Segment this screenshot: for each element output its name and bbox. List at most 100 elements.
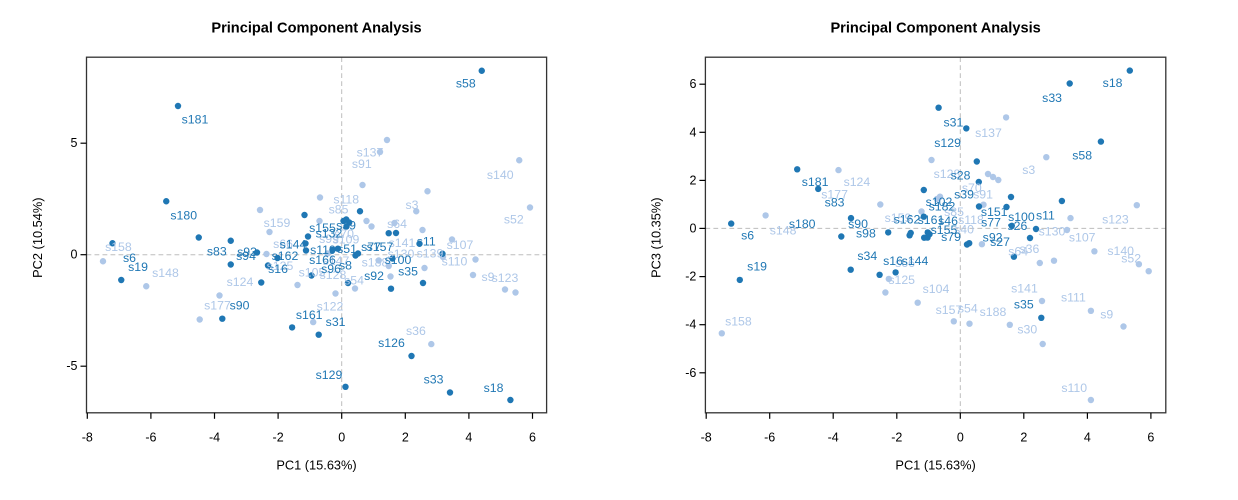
- svg-text:s147: s147: [323, 254, 350, 268]
- svg-text:s28: s28: [951, 169, 971, 183]
- svg-text:s6: s6: [741, 229, 754, 243]
- svg-text:s155: s155: [309, 221, 336, 235]
- svg-text:s157: s157: [367, 240, 394, 254]
- svg-text:s125: s125: [888, 273, 915, 287]
- svg-text:s58: s58: [1072, 149, 1092, 163]
- svg-text:s162: s162: [272, 249, 299, 263]
- svg-text:s111: s111: [1061, 291, 1086, 305]
- svg-text:s90: s90: [230, 299, 250, 313]
- svg-text:s130: s130: [1039, 225, 1066, 239]
- svg-text:-5: -5: [66, 359, 77, 373]
- svg-text:s35: s35: [398, 264, 418, 278]
- svg-text:-4: -4: [209, 430, 220, 444]
- svg-text:s139: s139: [417, 246, 444, 260]
- svg-text:PC3 (10.35%): PC3 (10.35%): [649, 198, 664, 278]
- svg-text:4: 4: [465, 430, 472, 444]
- svg-text:s27: s27: [990, 235, 1010, 249]
- svg-text:s132: s132: [316, 227, 343, 241]
- svg-text:s39: s39: [336, 219, 356, 233]
- svg-text:s144: s144: [902, 254, 929, 268]
- svg-text:s30: s30: [1017, 323, 1037, 337]
- svg-text:6: 6: [689, 77, 696, 91]
- svg-text:s94: s94: [236, 249, 256, 263]
- svg-text:s162: s162: [894, 213, 921, 227]
- svg-text:s35: s35: [1014, 298, 1034, 312]
- svg-text:s125: s125: [267, 259, 294, 273]
- svg-text:s91: s91: [973, 188, 993, 202]
- svg-text:s159: s159: [885, 211, 912, 225]
- svg-text:2: 2: [1020, 430, 1027, 444]
- svg-text:s128: s128: [934, 167, 961, 181]
- svg-text:4: 4: [689, 125, 696, 139]
- svg-text:s123: s123: [1102, 213, 1129, 227]
- svg-text:s98: s98: [856, 227, 876, 241]
- svg-text:s107: s107: [1069, 231, 1096, 245]
- svg-text:s141: s141: [389, 236, 416, 250]
- svg-text:s119: s119: [310, 243, 336, 257]
- svg-text:s6: s6: [123, 251, 136, 265]
- svg-text:-2: -2: [891, 430, 902, 444]
- svg-text:s18: s18: [484, 381, 504, 395]
- svg-text:s109: s109: [333, 233, 360, 247]
- svg-text:s36: s36: [1019, 242, 1039, 256]
- svg-text:-2: -2: [273, 430, 284, 444]
- svg-text:s11: s11: [417, 234, 436, 248]
- svg-text:s33: s33: [424, 373, 444, 387]
- svg-text:s180: s180: [170, 208, 197, 222]
- svg-text:PC1 (15.63%): PC1 (15.63%): [276, 458, 356, 473]
- svg-text:s77: s77: [361, 240, 381, 254]
- svg-text:-6: -6: [764, 430, 775, 444]
- svg-text:s16: s16: [883, 254, 903, 268]
- svg-text:s19: s19: [747, 259, 767, 273]
- svg-text:s110: s110: [442, 254, 468, 268]
- svg-text:s100: s100: [385, 253, 412, 267]
- svg-text:s52: s52: [504, 212, 524, 226]
- svg-text:s26: s26: [1007, 219, 1027, 233]
- svg-text:-4: -4: [685, 318, 696, 332]
- svg-text:s130: s130: [388, 247, 415, 261]
- svg-text:s182: s182: [929, 200, 956, 214]
- svg-text:s39: s39: [954, 188, 974, 202]
- svg-text:s177: s177: [204, 299, 231, 313]
- svg-text:s83: s83: [825, 196, 845, 210]
- svg-text:s34: s34: [857, 249, 877, 263]
- svg-text:s118: s118: [333, 193, 359, 207]
- svg-text:s100: s100: [1008, 210, 1035, 224]
- svg-text:s124: s124: [844, 175, 871, 189]
- svg-text:s110: s110: [1061, 381, 1087, 395]
- svg-text:s188: s188: [980, 305, 1007, 319]
- svg-text:2: 2: [402, 430, 409, 444]
- svg-text:s77: s77: [981, 216, 1001, 230]
- svg-text:-6: -6: [145, 430, 156, 444]
- svg-text:s140: s140: [487, 168, 514, 182]
- svg-text:s140: s140: [1107, 244, 1134, 258]
- svg-text:s51: s51: [337, 242, 357, 256]
- svg-text:s161: s161: [296, 308, 323, 322]
- svg-text:PC1 (15.63%): PC1 (15.63%): [895, 458, 975, 473]
- svg-text:s144: s144: [280, 238, 307, 252]
- svg-text:s166: s166: [309, 253, 336, 267]
- svg-text:s158: s158: [105, 240, 132, 254]
- svg-text:s92: s92: [983, 231, 1003, 245]
- svg-text:s123: s123: [492, 271, 519, 285]
- svg-text:s188: s188: [362, 256, 389, 270]
- svg-text:-2: -2: [685, 270, 696, 284]
- svg-text:s177: s177: [821, 187, 848, 201]
- svg-text:s96: s96: [321, 262, 341, 276]
- svg-text:s118: s118: [958, 213, 984, 227]
- svg-text:s102: s102: [926, 195, 953, 209]
- svg-text:s36: s36: [406, 324, 426, 338]
- svg-text:s70: s70: [334, 227, 354, 241]
- svg-text:s181: s181: [802, 175, 829, 189]
- svg-text:s122: s122: [317, 300, 344, 314]
- svg-text:s128: s128: [320, 268, 347, 282]
- svg-text:s137: s137: [975, 126, 1002, 140]
- svg-text:s93: s93: [237, 245, 257, 259]
- svg-text:s126: s126: [378, 336, 405, 350]
- svg-text:s18: s18: [1103, 76, 1123, 90]
- svg-text:s31: s31: [943, 116, 963, 130]
- svg-text:s19: s19: [128, 260, 148, 274]
- svg-text:6: 6: [1147, 430, 1154, 444]
- svg-text:s148: s148: [152, 266, 179, 280]
- svg-text:s9: s9: [482, 270, 495, 284]
